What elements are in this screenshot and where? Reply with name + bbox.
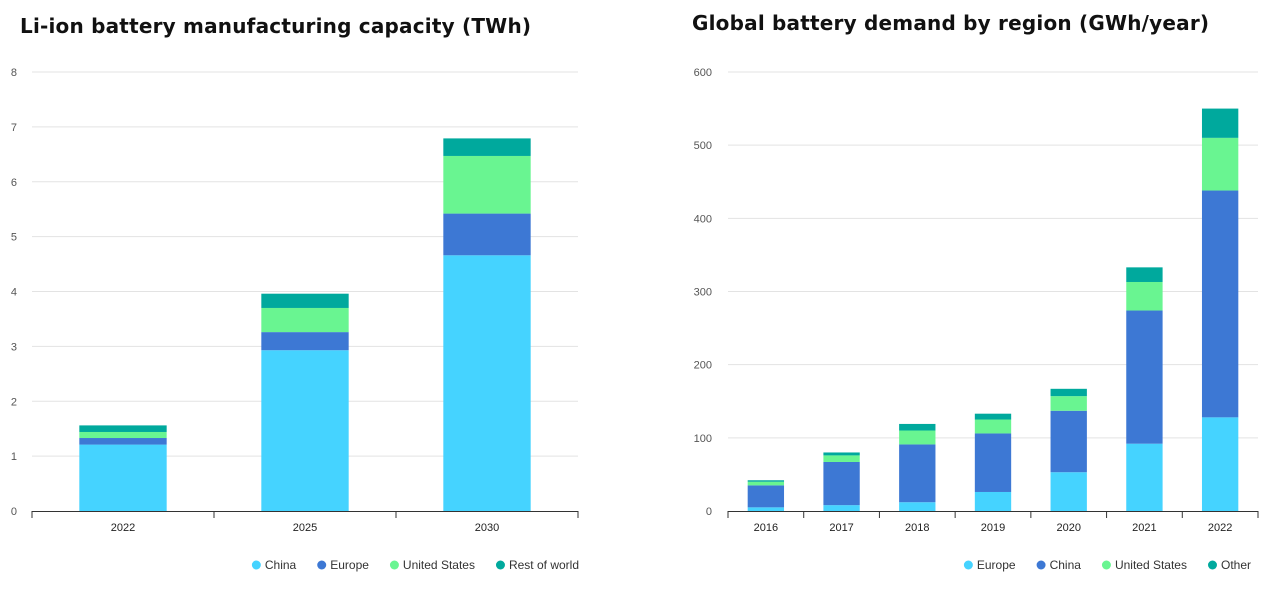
- capacity-legend-label: Europe: [330, 558, 369, 572]
- demand-bar-united-states-2020: [1050, 396, 1087, 411]
- capacity-y-tick-label: 2: [11, 396, 17, 408]
- capacity-y-tick-label: 8: [11, 67, 17, 79]
- demand-y-tick-label: 100: [694, 433, 712, 445]
- demand-bar-united-states-2018: [899, 430, 936, 445]
- demand-y-tick-label: 300: [694, 287, 712, 299]
- demand-legend-swatch: [1101, 560, 1111, 570]
- demand-x-tick-label: 2019: [981, 522, 1005, 534]
- demand-legend-item-other: Other: [1207, 558, 1251, 572]
- demand-bar-united-states-2016: [747, 481, 785, 486]
- demand-bar-united-states-2022: [1201, 137, 1239, 191]
- capacity-bar-rest-of-world-2030: [443, 138, 531, 156]
- demand-y-tick-label: 200: [694, 360, 712, 372]
- demand-bar-china-2018: [899, 444, 936, 503]
- demand-bar-united-states-2021: [1126, 281, 1163, 311]
- capacity-legend-swatch: [495, 560, 505, 570]
- demand-y-tick-label: 0: [706, 506, 712, 518]
- capacity-bar-rest-of-world-2025: [261, 293, 349, 308]
- demand-legend-label: Europe: [977, 558, 1016, 572]
- demand-bar-other-2016: [747, 480, 785, 482]
- demand-legend-swatch: [963, 560, 973, 570]
- demand-chart: 0 100 200 300 400 500 600 2016 2017 2018 2019 2020 2…: [694, 67, 1259, 572]
- capacity-bar-united-states-2030: [443, 155, 531, 214]
- capacity-legend-label: Rest of world: [509, 558, 579, 572]
- demand-bar-china-2022: [1201, 190, 1239, 418]
- demand-y-tick-label: 500: [694, 140, 712, 152]
- demand-chart-panel: Global battery demand by region (GWh/yea…: [640, 0, 1280, 592]
- demand-x-tick-label: 2020: [1056, 522, 1080, 534]
- demand-x-tick-label: 2018: [905, 522, 929, 534]
- capacity-y-tick-label: 0: [11, 506, 17, 518]
- demand-x-tick-label: 2021: [1132, 522, 1156, 534]
- capacity-x-tick-label: 2022: [111, 522, 135, 534]
- demand-bar-other-2021: [1126, 267, 1163, 282]
- demand-legend-label: United States: [1115, 558, 1187, 572]
- capacity-bar-united-states-2025: [261, 307, 349, 333]
- capacity-legend-item-europe: Europe: [317, 558, 369, 572]
- demand-bar-united-states-2017: [823, 455, 860, 462]
- capacity-chart-panel: Li-ion battery manufacturing capacity (T…: [11, 14, 579, 572]
- demand-bar-china-2021: [1126, 310, 1163, 444]
- demand-legend-label: China: [1050, 558, 1082, 572]
- capacity-bar-china-2022: [79, 444, 167, 511]
- demand-x-tick-label: 2017: [829, 522, 853, 534]
- demand-bar-other-2018: [899, 423, 936, 431]
- demand-legend-item-united-states: United States: [1101, 558, 1187, 572]
- demand-x-tick-label: 2022: [1208, 522, 1232, 534]
- demand-y-tick-label: 600: [694, 67, 712, 79]
- demand-bar-other-2020: [1050, 388, 1087, 397]
- capacity-y-tick-label: 1: [11, 451, 17, 463]
- capacity-legend-item-rest-of-world: Rest of world: [495, 558, 579, 572]
- capacity-bar-china-2025: [261, 350, 349, 511]
- capacity-legend-label: China: [265, 558, 297, 572]
- demand-legend-item-europe: Europe: [963, 558, 1016, 572]
- demand-bar-europe-2017: [823, 505, 860, 511]
- capacity-bar-europe-2025: [261, 332, 349, 351]
- demand-bar-europe-2020: [1050, 472, 1087, 511]
- demand-bar-united-states-2019: [974, 419, 1012, 434]
- demand-legend-label: Other: [1221, 558, 1251, 572]
- capacity-y-tick-label: 7: [11, 122, 17, 134]
- capacity-bar-europe-2030: [443, 213, 531, 256]
- demand-y-tick-label: 400: [694, 213, 712, 225]
- capacity-bar-rest-of-world-2022: [79, 425, 167, 432]
- demand-bar-other-2019: [974, 413, 1012, 420]
- demand-bar-china-2017: [823, 461, 860, 506]
- capacity-legend-swatch: [389, 560, 399, 570]
- demand-bar-china-2016: [747, 485, 785, 508]
- demand-legend-swatch: [1036, 560, 1046, 570]
- demand-legend-item-china: China: [1036, 558, 1082, 572]
- demand-bar-other-2022: [1201, 108, 1239, 138]
- demand-bar-other-2017: [823, 452, 860, 456]
- capacity-y-tick-label: 6: [11, 177, 17, 189]
- capacity-bar-china-2030: [443, 255, 531, 511]
- capacity-legend-swatch: [317, 560, 327, 570]
- capacity-legend-swatch: [251, 560, 261, 570]
- capacity-y-tick-label: 3: [11, 341, 17, 353]
- demand-bar-europe-2022: [1201, 417, 1239, 511]
- capacity-x-tick-label: 2025: [293, 522, 317, 534]
- demand-x-tick-label: 2016: [754, 522, 778, 534]
- capacity-legend-label: United States: [403, 558, 475, 572]
- demand-bar-europe-2021: [1126, 443, 1163, 511]
- capacity-legend-item-china: China: [251, 558, 297, 572]
- capacity-chart: 0 1 2 3 4 5 6 7 8 2022 2025 2030 China Europe United S…: [11, 67, 579, 572]
- demand-legend-swatch: [1207, 560, 1217, 570]
- capacity-y-tick-label: 4: [11, 287, 17, 299]
- demand-bar-europe-2018: [899, 502, 936, 511]
- capacity-chart-title: Li-ion battery manufacturing capacity (T…: [20, 14, 532, 38]
- capacity-bar-united-states-2022: [79, 431, 167, 439]
- capacity-y-tick-label: 5: [11, 232, 17, 244]
- capacity-bar-europe-2022: [79, 438, 167, 445]
- demand-chart-title: Global battery demand by region (GWh/yea…: [692, 11, 1210, 35]
- demand-bar-china-2020: [1050, 410, 1087, 473]
- capacity-x-tick-label: 2030: [475, 522, 499, 534]
- demand-bar-europe-2016: [747, 507, 785, 511]
- capacity-legend-item-united-states: United States: [389, 558, 475, 572]
- demand-bar-europe-2019: [974, 491, 1012, 511]
- demand-bar-china-2019: [974, 433, 1012, 492]
